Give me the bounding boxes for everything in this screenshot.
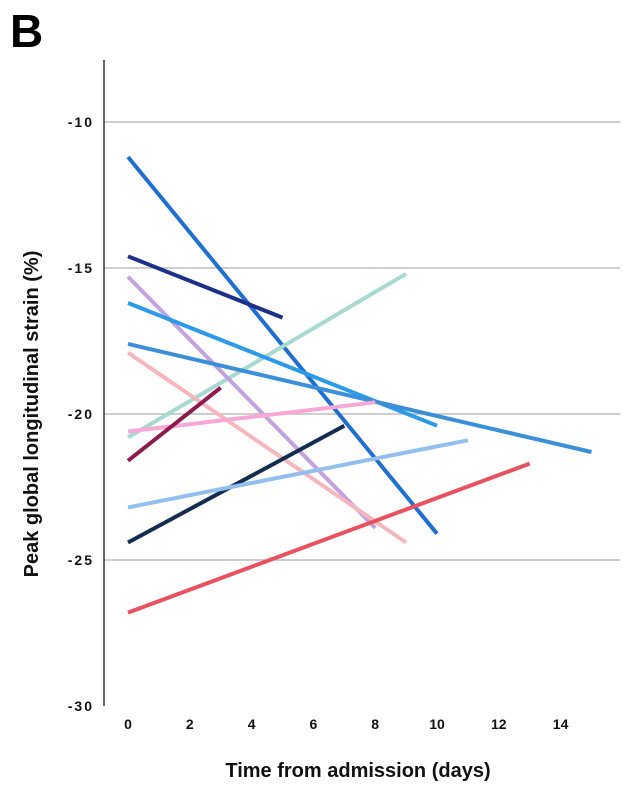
y-axis-title: Peak global longitudinal strain (%)	[21, 251, 43, 578]
y-tick-label: -30	[68, 698, 94, 714]
x-tick-label: 6	[310, 716, 318, 732]
x-tick-label: 8	[371, 716, 379, 732]
series-line	[127, 341, 592, 454]
series-line	[126, 386, 222, 463]
series-line	[126, 272, 408, 440]
x-tick-label: 14	[553, 716, 569, 732]
series-line	[127, 254, 284, 320]
y-tick-labels: -10 -15 -20 -25 -30	[68, 114, 94, 714]
x-tick-labels: 0 2 4 6 8 10 12 14	[124, 716, 568, 732]
series-line	[127, 301, 438, 428]
x-tick-label: 2	[186, 716, 194, 732]
grid-lines	[104, 121, 620, 561]
series-line	[127, 438, 469, 510]
x-tick-label: 0	[124, 716, 132, 732]
x-axis-title: Time from admission (days)	[225, 760, 490, 782]
y-tick-label: -15	[68, 260, 94, 276]
series-line	[126, 351, 408, 545]
y-tick-label: -25	[68, 552, 94, 568]
x-tick-label: 4	[248, 716, 256, 732]
series-line	[127, 461, 531, 615]
y-tick-label: -20	[68, 406, 94, 422]
panel-label: B	[10, 5, 43, 57]
series-lines	[126, 155, 592, 615]
x-tick-label: 12	[491, 716, 507, 732]
x-tick-label: 10	[429, 716, 445, 732]
y-tick-label: -10	[68, 114, 94, 130]
